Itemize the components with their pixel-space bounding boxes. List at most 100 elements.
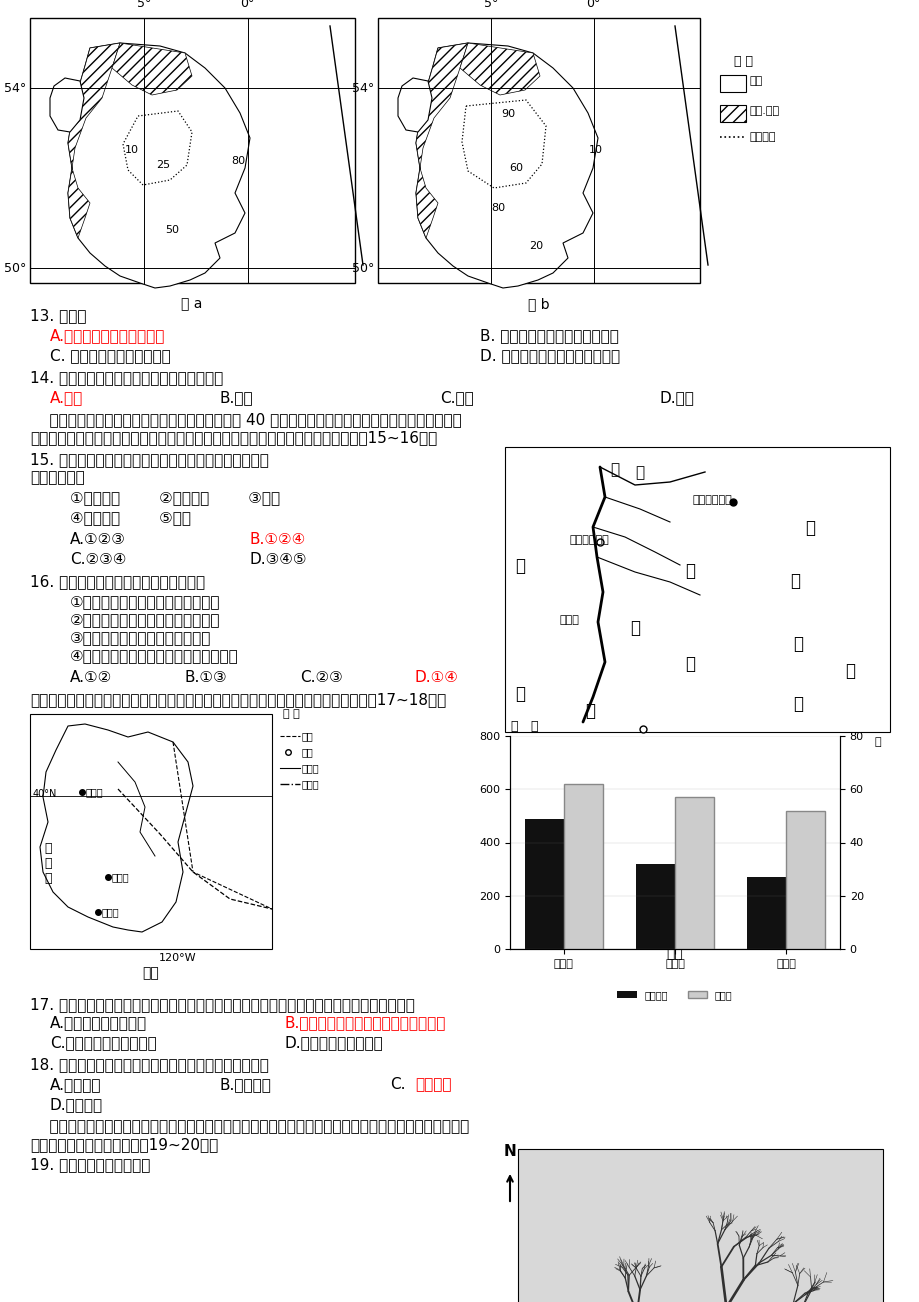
Text: A.①②: A.①② (70, 671, 112, 685)
Text: 120°W: 120°W (159, 953, 197, 963)
Text: B. 耕地和草地均主要分布在东部: B. 耕地和草地均主要分布在东部 (480, 328, 618, 342)
Text: 80: 80 (231, 156, 244, 165)
Text: B.气温: B.气温 (220, 391, 254, 405)
Text: A.日照: A.日照 (50, 391, 83, 405)
Text: D.③④⑤: D.③④⑤ (250, 552, 307, 566)
Text: C.土壤: C.土壤 (439, 391, 473, 405)
Text: D. 耕地和草地均主要分布在西部: D. 耕地和草地均主要分布在西部 (480, 348, 619, 363)
Text: 20: 20 (528, 241, 542, 251)
Text: 兴凯湖: 兴凯湖 (560, 615, 579, 625)
Text: 河、湖: 河、湖 (301, 763, 319, 773)
Text: A.东部多耕地，西部多草地: A.东部多耕地，西部多草地 (50, 328, 165, 342)
Text: 流: 流 (792, 695, 802, 713)
Text: ④沼泽冻土        ⑤风沙: ④沼泽冻土 ⑤风沙 (70, 510, 191, 525)
Text: 15. 图中同江铁路大桥冬春季节建设过程中可能遇到的不: 15. 图中同江铁路大桥冬春季节建设过程中可能遇到的不 (30, 452, 268, 467)
Text: ④国内粮食加工技术水平高、加工能力强: ④国内粮食加工技术水平高、加工能力强 (70, 648, 239, 663)
Text: 太: 太 (44, 842, 51, 855)
Polygon shape (68, 43, 250, 288)
Text: ①极寒暴雪        ②江冰凌汛        ③极夜: ①极寒暴雪 ②江冰凌汛 ③极夜 (70, 490, 279, 505)
Text: D.南水北调: D.南水北调 (50, 1098, 103, 1112)
Text: 图 例: 图 例 (733, 55, 753, 68)
Text: 利自然因素有: 利自然因素有 (30, 470, 85, 486)
Bar (30, 18, 355, 283)
Bar (378, 18, 699, 283)
Polygon shape (50, 78, 84, 132)
Text: 0°: 0° (586, 0, 600, 10)
Text: 鲜: 鲜 (550, 742, 557, 755)
Bar (635, 863, 675, 949)
Text: 海: 海 (844, 661, 854, 680)
Text: 13. 该地区: 13. 该地区 (30, 309, 86, 323)
Text: 罗: 罗 (685, 562, 694, 579)
Text: 90: 90 (500, 109, 515, 118)
Bar (720, 105, 745, 122)
Text: 10: 10 (588, 145, 602, 155)
Text: 18. 根据图示信息判断，该区域实施的调水工程最可能为: 18. 根据图示信息判断，该区域实施的调水工程最可能为 (30, 1057, 268, 1072)
Text: 25: 25 (155, 160, 170, 171)
Text: 图 a: 图 a (181, 297, 202, 311)
Text: 10: 10 (125, 145, 139, 155)
Legend: 年降水量, 冬雨率: 年降水量, 冬雨率 (613, 986, 735, 1004)
Polygon shape (68, 43, 119, 238)
Text: B.西水东调: B.西水东调 (220, 1077, 272, 1092)
Bar (517, 1148, 882, 1302)
Text: 下图为墨西哥下加利福尼亚州巴扎半岛（西临太平洋）沙漠上的河流。图中河流在白色的地表上流淌，画: 下图为墨西哥下加利福尼亚州巴扎半岛（西临太平洋）沙漠上的河流。图中河流在白色的地… (30, 1118, 469, 1134)
Text: 80: 80 (491, 203, 505, 214)
Text: ①与我国东北距离近，水陆交通便利: ①与我国东北距离近，水陆交通便利 (70, 594, 221, 609)
Text: 圣迭戈: 圣迭戈 (102, 907, 119, 917)
Text: 图甲是世界某区域图，图乙是图甲中三个城市的年降水量和冬雨率柱状图。读图，完成17~18题。: 图甲是世界某区域图，图乙是图甲中三个城市的年降水量和冬雨率柱状图。读图，完成17… (30, 691, 446, 707)
Text: 区域界线: 区域界线 (749, 132, 776, 142)
Text: A.东水西调: A.东水西调 (50, 1077, 101, 1092)
Text: 引水渠: 引水渠 (301, 779, 319, 789)
Text: 符拉迪沃斯托克(海参崴): 符拉迪沃斯托克(海参崴) (644, 737, 720, 747)
Text: D.河流: D.河流 (659, 391, 694, 405)
Text: ②俄罗斯土地租金低，气候条件优越: ②俄罗斯土地租金低，气候条件优越 (70, 612, 221, 628)
Text: 哈巴罗夫斯克: 哈巴罗夫斯克 (692, 495, 732, 505)
Text: 16. 关于俄粮返乡的原因，叙述正确的有: 16. 关于俄粮返乡的原因，叙述正确的有 (30, 574, 205, 589)
Text: 50°: 50° (351, 262, 374, 275)
Text: 州界: 州界 (301, 730, 313, 741)
Text: C.②③: C.②③ (300, 671, 343, 685)
Text: A.①②③: A.①②③ (70, 533, 126, 547)
Text: C. 东部多草地，西部多耕地: C. 东部多草地，西部多耕地 (50, 348, 171, 363)
Polygon shape (415, 43, 597, 288)
Text: 50°: 50° (4, 262, 26, 275)
Text: 平原: 平原 (749, 76, 763, 86)
Text: 40°N: 40°N (33, 789, 57, 799)
Text: A.海陆位置、山脉走向: A.海陆位置、山脉走向 (50, 1016, 147, 1030)
Text: 本: 本 (584, 702, 595, 720)
Text: 14. 影响该地区耕地和草地分布的主导因素是: 14. 影响该地区耕地和草地分布的主导因素是 (30, 370, 223, 385)
Bar (563, 784, 602, 949)
Text: 洋: 洋 (44, 872, 51, 885)
Text: C.②③④: C.②③④ (70, 552, 126, 566)
Text: N: N (503, 1143, 516, 1159)
Text: 斯: 斯 (630, 618, 640, 637)
Polygon shape (398, 78, 432, 132)
Text: 5°: 5° (136, 0, 151, 10)
Text: 洋: 洋 (792, 635, 802, 654)
Text: 同江铁路大桥: 同江铁路大桥 (570, 535, 609, 546)
Text: 旧金山: 旧金山 (85, 786, 104, 797)
Text: 日: 日 (789, 572, 800, 590)
Text: B.纬度位置、气压带和风带的季节移动: B.纬度位置、气压带和风带的季节移动 (285, 1016, 446, 1030)
Text: C.: C. (390, 1077, 405, 1092)
Bar (30, 713, 272, 949)
Polygon shape (415, 43, 468, 238)
Text: B.①③: B.①③ (185, 671, 227, 685)
Text: D.地势起伏、人类活动: D.地势起伏、人类活动 (285, 1035, 383, 1049)
Text: 鲜: 鲜 (529, 720, 537, 733)
Polygon shape (112, 43, 192, 95)
Bar (525, 819, 563, 949)
Text: 城市: 城市 (301, 747, 313, 756)
Text: 近年来，我国在俄罗斯远东地区开发土地面积近 40 万公顷，平均每年返销大豆总量将达两万吨，有: 近年来，我国在俄罗斯远东地区开发土地面积近 40 万公顷，平均每年返销大豆总量将… (30, 411, 461, 427)
Text: 本: 本 (874, 737, 880, 747)
Text: 河: 河 (634, 465, 643, 480)
Bar (505, 447, 889, 732)
Text: 超过九成种在俄罗斯的境外粮食返乡回国，这个现象被称为俄粮返乡。读下图，完成15~16题。: 超过九成种在俄罗斯的境外粮食返乡回国，这个现象被称为俄粮返乡。读下图，完成15~… (30, 430, 437, 445)
Text: D.①④: D.①④ (414, 671, 459, 685)
Text: 19. 图中河流干流的流向为: 19. 图中河流干流的流向为 (30, 1157, 150, 1172)
Text: 0°: 0° (240, 0, 255, 10)
Text: 山地.丘陵: 山地.丘陵 (749, 105, 779, 116)
Text: 图甲: 图甲 (142, 966, 159, 980)
Text: 中: 中 (515, 557, 525, 575)
